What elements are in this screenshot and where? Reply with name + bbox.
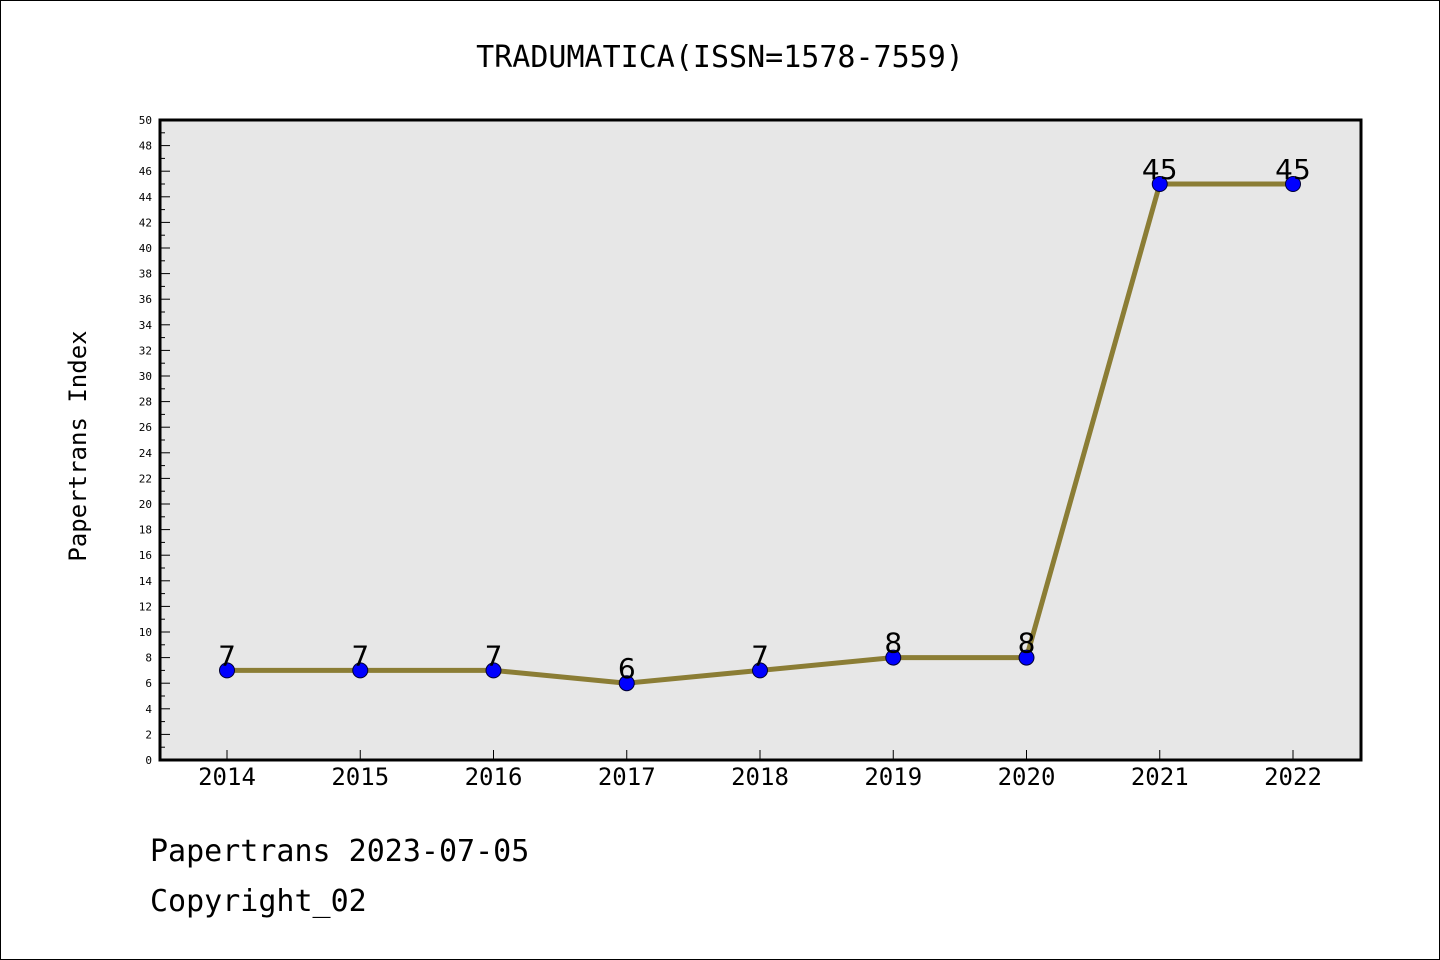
y-tick-label: 12 <box>139 600 152 613</box>
y-tick-label: 30 <box>139 370 152 383</box>
y-tick-label: 34 <box>139 319 153 332</box>
y-tick-label: 42 <box>139 216 152 229</box>
x-tick-label: 2018 <box>731 763 789 791</box>
x-tick-label: 2021 <box>1131 763 1189 791</box>
y-tick-label: 14 <box>139 575 153 588</box>
data-point-marker <box>885 649 902 666</box>
y-tick-label: 20 <box>139 498 152 511</box>
y-tick-label: 22 <box>139 472 152 485</box>
data-label: 45 <box>1142 153 1178 186</box>
y-tick-label: 28 <box>139 396 152 409</box>
y-tick-label: 16 <box>139 549 152 562</box>
x-tick-label: 2014 <box>198 763 256 791</box>
x-tick-label: 2016 <box>465 763 523 791</box>
data-label: 6 <box>618 652 636 685</box>
x-tick-label: 2015 <box>331 763 389 791</box>
data-label: 8 <box>884 627 902 660</box>
data-point-marker <box>752 662 768 679</box>
data-label: 8 <box>1018 627 1036 660</box>
data-point-marker <box>1018 649 1035 666</box>
x-tick-label: 2019 <box>864 763 922 791</box>
y-tick-label: 44 <box>139 191 153 204</box>
data-point-marker <box>352 662 369 679</box>
data-point-marker <box>219 662 235 679</box>
y-tick-label: 38 <box>139 268 152 281</box>
chart-title: TRADUMATICA(ISSN=1578-7559) <box>476 40 964 75</box>
y-axis-ticks: 0246810121416182022242628303234363840424… <box>139 114 170 767</box>
y-tick-label: 18 <box>139 524 152 537</box>
data-label: 7 <box>485 639 503 672</box>
x-tick-label: 2020 <box>998 763 1056 791</box>
data-point-marker <box>618 675 635 692</box>
y-tick-label: 32 <box>139 344 152 357</box>
y-tick-label: 10 <box>139 626 152 639</box>
data-label: 45 <box>1275 153 1311 186</box>
data-label: 7 <box>751 639 769 672</box>
y-tick-label: 0 <box>145 754 152 767</box>
data-label: 7 <box>218 639 236 672</box>
data-labels-group: 7 7 7 6 7 8 8 45 45 <box>218 153 1311 685</box>
copyright-text: Copyright_02 <box>150 884 367 919</box>
y-tick-label: 6 <box>145 677 152 690</box>
y-axis-label: Papertrans Index <box>64 330 92 561</box>
y-tick-label: 2 <box>145 728 152 741</box>
source-date-text: Papertrans 2023-07-05 <box>150 834 530 869</box>
y-tick-label: 50 <box>139 114 152 127</box>
data-point-marker <box>1151 176 1168 192</box>
y-tick-label: 48 <box>139 140 152 153</box>
y-tick-label: 24 <box>139 447 153 460</box>
plot-area <box>158 118 1363 762</box>
x-tick-label: 2022 <box>1264 763 1322 791</box>
y-tick-label: 4 <box>145 703 152 716</box>
data-label: 7 <box>351 639 369 672</box>
markers-group <box>219 176 1301 692</box>
y-tick-label: 40 <box>139 242 152 255</box>
y-tick-label: 36 <box>139 293 152 306</box>
y-tick-label: 8 <box>145 652 152 665</box>
y-tick-label: 46 <box>139 165 152 178</box>
x-tick-label: 2017 <box>598 763 656 791</box>
data-point-marker <box>485 662 502 679</box>
y-tick-label: 26 <box>139 421 152 434</box>
data-point-marker <box>1285 176 1301 192</box>
x-axis-ticks: 2014 2015 2016 2017 2018 2019 2020 2021 2022 <box>198 750 1322 791</box>
